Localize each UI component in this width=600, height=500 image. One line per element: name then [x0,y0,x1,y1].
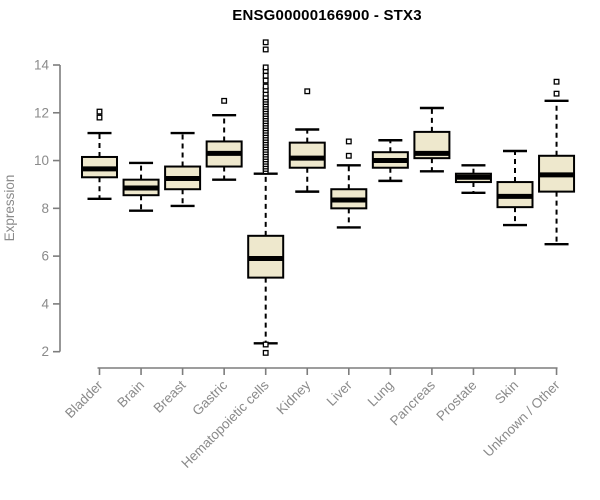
y-axis: 2 4 6 8 10 12 14 Expression [2,58,61,359]
y-axis-title: Expression [2,175,17,242]
outlier-point [553,90,560,97]
outlier-point [221,97,228,104]
y-tick-label: 2 [41,344,49,359]
x-tick-label-lung: Lung [365,378,397,410]
x-tick-label-kidney: Kidney [274,377,314,417]
boxplot-liver [330,138,368,229]
boxplot-kidney [288,88,326,193]
x-tick-label-liver: Liver [324,377,356,409]
boxplot-hematopoietic-cells [247,39,285,356]
outlier-point [262,64,269,71]
y-tick-label: 12 [34,105,49,120]
boxplot-breast [164,131,202,208]
x-tick-label-gastric: Gastric [189,377,230,418]
boxplot-bladder [81,108,118,200]
outlier-point [96,114,103,121]
boxplot-prostate [454,164,492,195]
chart-title: ENSG00000166900 - STX3 [232,7,422,24]
outlier-point [345,138,352,145]
y-tick-label: 14 [34,58,50,73]
y-tick-label: 4 [41,296,49,311]
y-tick-label: 10 [34,153,49,168]
boxplot-brain [122,161,160,212]
outlier-point [96,108,103,115]
outlier-point [262,349,269,356]
outlier-point [553,78,560,85]
outlier-point [262,77,269,84]
x-tick-label-brain: Brain [114,378,147,411]
outlier-point [262,46,269,53]
y-tick-label: 8 [41,201,49,216]
outlier-point [345,152,352,159]
outlier-point [262,72,269,79]
outlier-point [262,83,269,90]
boxplot-pancreas [413,106,451,173]
boxplot-lung [371,139,409,183]
x-tick-label-pancreas: Pancreas [387,377,438,428]
y-tick-label: 6 [41,249,49,264]
x-tick-label-prostate: Prostate [433,378,479,424]
x-tick-label-breast: Breast [151,377,189,415]
boxplot-skin [496,149,534,227]
box-rect [288,141,326,169]
boxplot-unknown-other [538,78,576,246]
outlier-point [304,88,311,95]
outlier-point [262,341,269,348]
x-tick-label-skin: Skin [492,378,521,407]
x-tick-label-bladder: Bladder [62,377,106,421]
x-tick-label-unknown-other: Unknown / Other [480,377,563,460]
boxplot-gastric [205,97,243,181]
outlier-point [262,39,269,46]
